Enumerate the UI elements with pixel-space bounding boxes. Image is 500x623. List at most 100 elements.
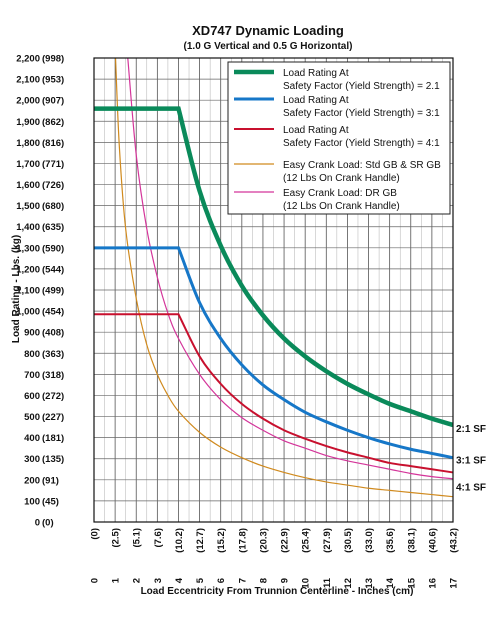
legend: Load Rating At Safety Factor (Yield Stren… — [227, 61, 451, 215]
x-tick-label-cm: (7.6) — [153, 528, 164, 548]
x-tick-label: 17 — [449, 578, 460, 589]
x-tick-label: 15 — [406, 577, 417, 588]
x-tick-label: 4 — [174, 577, 185, 583]
y-tick-label-kg: (91) — [42, 475, 59, 486]
y-tick-label: 1,900 — [16, 117, 40, 128]
y-tick-label-kg: (363) — [42, 349, 64, 360]
y-tick-label-kg: (726) — [42, 180, 64, 191]
x-tick-label-cm: (2.5) — [111, 528, 122, 548]
x-tick-label-cm: (12.7) — [195, 528, 206, 553]
series-layer — [93, 57, 454, 498]
y-tick-label-kg: (227) — [42, 412, 64, 423]
legend-label: Load Rating At — [283, 68, 349, 79]
y-tick-label: 1,000 — [16, 307, 40, 318]
x-tick-label: 3 — [153, 578, 164, 583]
y-tick-label: 100 — [24, 496, 40, 507]
y-tick-label-kg: (998) — [42, 54, 64, 65]
y-tick-label-kg: (953) — [42, 75, 64, 86]
y-tick-label: 1,200 — [16, 264, 40, 275]
y-tick-label: 200 — [24, 475, 40, 486]
y-tick-label: 800 — [24, 349, 40, 360]
legend-label: Safety Factor (Yield Strength) = 3:1 — [283, 108, 440, 119]
y-axis-label: Load Rating - Lbs. (kg) — [11, 235, 22, 343]
x-tick-label-cm: (0) — [90, 528, 101, 540]
x-tick-label-cm: (40.6) — [427, 528, 438, 553]
y-tick-label: 900 — [24, 328, 40, 339]
y-tick-label: 1,300 — [16, 243, 40, 254]
legend-label: Load Rating At — [283, 125, 349, 136]
y-tick-label-kg: (907) — [42, 96, 64, 107]
x-tick-label: 9 — [280, 578, 291, 583]
y-tick-label-kg: (135) — [42, 454, 64, 465]
x-tick-label-cm: (43.2) — [449, 528, 460, 553]
y-tick-label: 1,100 — [16, 286, 40, 297]
legend-label: Easy Crank Load: Std GB & SR GB — [283, 160, 441, 171]
plot-frame — [93, 57, 454, 523]
x-tick-label: 8 — [258, 578, 269, 583]
x-tick-label: 12 — [343, 578, 354, 589]
y-tick-label-kg: (181) — [42, 433, 64, 444]
x-tick-label: 11 — [322, 577, 333, 588]
x-tick-label-cm: (27.9) — [322, 528, 333, 553]
y-tick-label: 1,500 — [16, 201, 40, 212]
y-tick-label-kg: (771) — [42, 159, 64, 170]
y-tick-label: 1,800 — [16, 138, 40, 149]
y-tick-label-kg: (408) — [42, 328, 64, 339]
series-line-4 — [127, 57, 454, 480]
x-tick-label-cm: (38.1) — [406, 528, 417, 553]
y-tick-label: 400 — [24, 433, 40, 444]
y-tick-label-kg: (635) — [42, 222, 64, 233]
y-tick-label-kg: (544) — [42, 264, 64, 275]
y-tick-label-kg: (680) — [42, 201, 64, 212]
axes: 0 (0)100 (45)200 (91)300 (135)400 (181)500 (22… — [16, 54, 486, 589]
legend-label: (12 Lbs On Crank Handle) — [283, 201, 400, 212]
y-tick-label-kg: (454) — [42, 307, 64, 318]
y-tick-label: 500 — [24, 412, 40, 423]
x-tick-label-cm: (22.9) — [280, 528, 291, 553]
x-tick-label: 10 — [301, 578, 312, 589]
x-tick-label: 2 — [132, 578, 143, 583]
legend-box — [227, 61, 451, 215]
y-tick-label: 700 — [24, 370, 40, 381]
x-axis-label: Load Eccentricity From Trunnion Centerli… — [141, 586, 414, 597]
series-end-label: 4:1 SF — [456, 482, 486, 493]
y-tick-label: 1,700 — [16, 159, 40, 170]
y-tick-label-kg: (318) — [42, 370, 64, 381]
y-tick-label: 300 — [24, 454, 40, 465]
y-tick-label-kg: (816) — [42, 138, 64, 149]
legend-label: Easy Crank Load: DR GB — [283, 188, 397, 199]
y-tick-label: 600 — [24, 391, 40, 402]
y-tick-label-kg: (862) — [42, 117, 64, 128]
y-tick-label-kg: (272) — [42, 391, 64, 402]
x-tick-label: 6 — [216, 578, 227, 583]
series-line-0 — [94, 106, 454, 428]
series-end-label: 3:1 SF — [456, 456, 486, 467]
y-tick-label-kg: (45) — [42, 496, 59, 507]
x-tick-label: 5 — [195, 577, 206, 583]
y-tick-label: 1,600 — [16, 180, 40, 191]
legend-label: Safety Factor (Yield Strength) = 2.1 — [283, 81, 440, 92]
x-tick-label: 1 — [111, 577, 122, 583]
y-tick-label: 1,400 — [16, 222, 40, 233]
y-tick-label: 2,000 — [16, 96, 40, 107]
x-tick-label-cm: (33.0) — [364, 528, 375, 553]
x-tick-label-cm: (35.6) — [385, 528, 396, 553]
y-tick-label-kg: (0) — [42, 518, 54, 529]
legend-label: Load Rating At — [283, 95, 349, 106]
y-tick-label: 0 — [35, 518, 40, 529]
x-tick-label: 0 — [90, 578, 101, 583]
x-tick-label-cm: (30.5) — [343, 528, 354, 553]
legend-label: Safety Factor (Yield Strength) = 4:1 — [283, 138, 440, 149]
series-end-label: 2:1 SF — [456, 424, 486, 435]
x-tick-label-cm: (10.2) — [174, 528, 185, 553]
series-line-2 — [94, 313, 454, 474]
series-line-3 — [114, 57, 454, 498]
chart-subtitle: (1.0 G Vertical and 0.5 G Horizontal) — [184, 41, 353, 52]
y-tick-label-kg: (499) — [42, 286, 64, 297]
x-tick-label-cm: (17.8) — [237, 528, 248, 553]
x-tick-label: 16 — [427, 578, 438, 589]
x-tick-label: 13 — [364, 578, 375, 589]
x-tick-label-cm: (5.1) — [132, 528, 143, 548]
x-tick-label-cm: (15.2) — [216, 528, 227, 553]
x-tick-label: 7 — [237, 578, 248, 583]
